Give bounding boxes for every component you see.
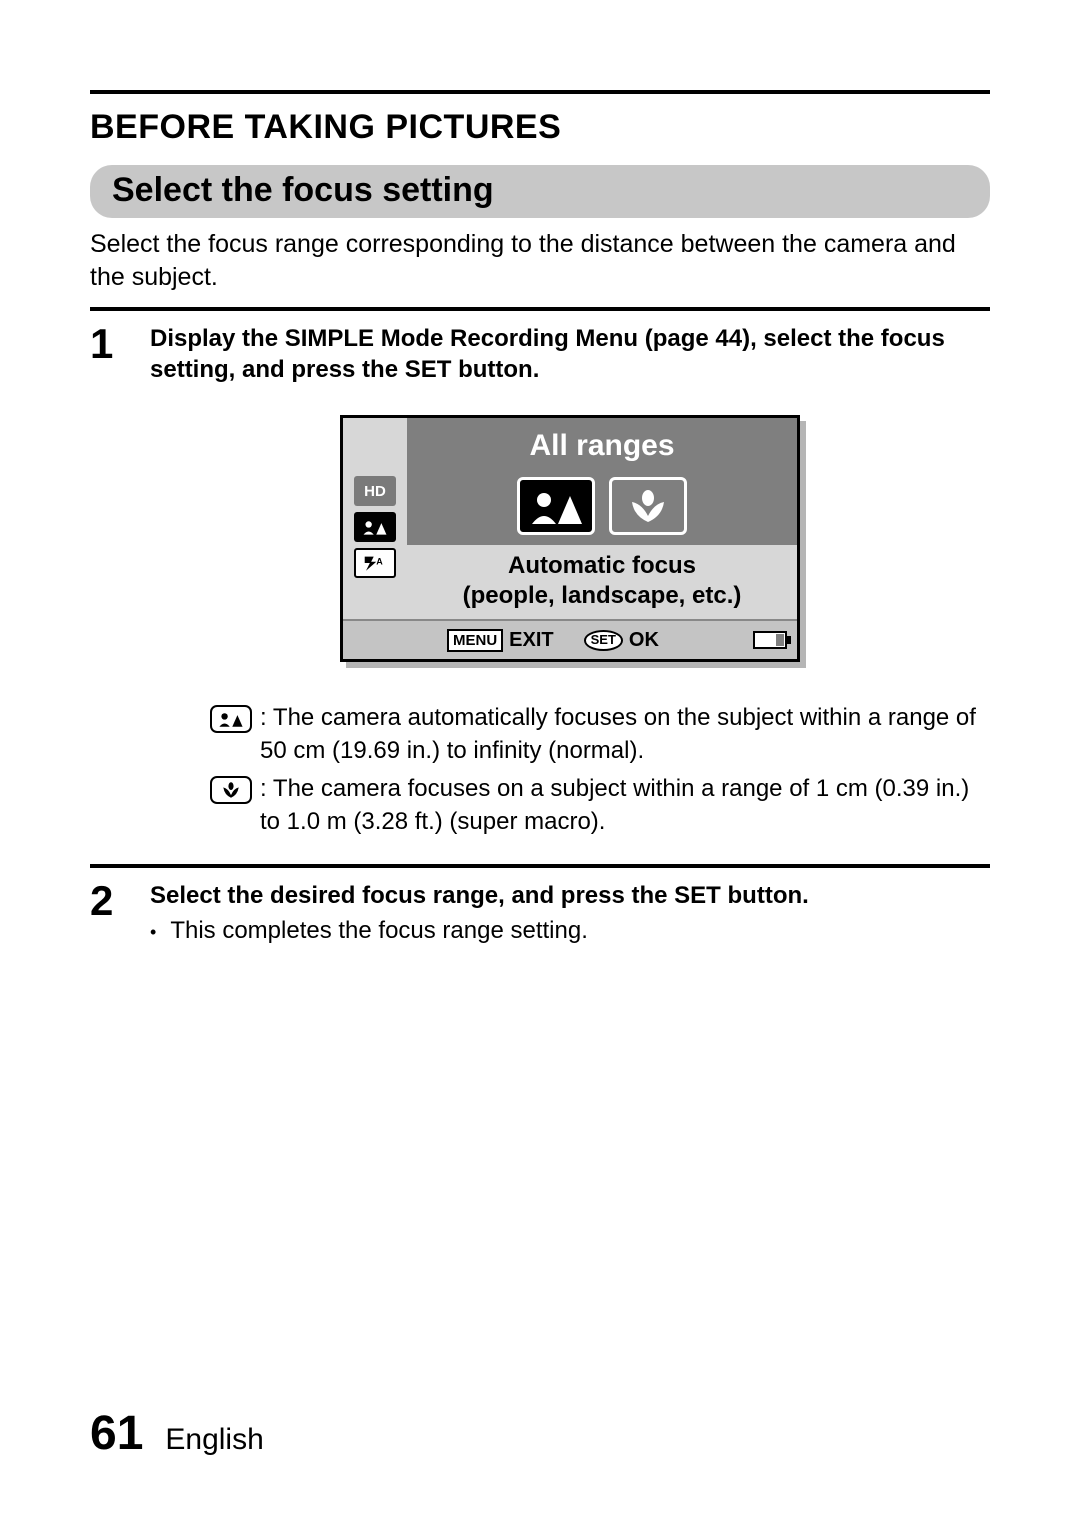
set-icon: SET (584, 630, 623, 651)
menu-exit-label: MENU EXIT (447, 627, 554, 653)
chapter-title: BEFORE TAKING PICTURES (90, 108, 990, 147)
page-language: English (165, 1423, 263, 1457)
step-number: 2 (90, 880, 128, 922)
legend-normal-text: The camera automatically focuses on the … (260, 704, 976, 763)
lcd-bottom-bar: MENU EXIT SET OK (343, 619, 797, 659)
lcd-description: Automatic focus (people, landscape, etc.… (407, 545, 797, 619)
set-ok-label: SET OK (584, 627, 659, 653)
battery-icon (753, 631, 787, 649)
sidebar-flash-icon: A (354, 548, 396, 578)
sidebar-hd-icon: HD (354, 476, 396, 506)
page-footer: 61 English (90, 1406, 990, 1461)
page-number: 61 (90, 1406, 143, 1461)
section-title: Select the focus setting (90, 165, 990, 218)
step-1: 1 Display the SIMPLE Mode Recording Menu… (90, 323, 990, 852)
step-bullet: This completes the focus range setting. (150, 915, 990, 946)
lcd-desc-line1: Automatic focus (411, 551, 793, 581)
exit-text: EXIT (509, 627, 553, 653)
intro-text: Select the focus range corresponding to … (90, 228, 990, 293)
step-2: 2 Select the desired focus range, and pr… (90, 880, 990, 946)
lcd-figure: HD A (340, 415, 800, 662)
svg-text:A: A (376, 557, 383, 567)
sidebar-focus-icon (354, 512, 396, 542)
step-heading: Display the SIMPLE Mode Recording Menu (… (150, 323, 990, 385)
menu-icon: MENU (447, 629, 503, 653)
step-heading: Select the desired focus range, and pres… (150, 880, 990, 911)
lcd-desc-line2: (people, landscape, etc.) (411, 581, 793, 611)
icon-legend: : The camera automatically focuses on th… (210, 702, 990, 838)
rule-after-intro (90, 307, 990, 311)
step-number: 1 (90, 323, 128, 365)
lcd-option-row (407, 471, 797, 545)
legend-normal: : The camera automatically focuses on th… (210, 702, 990, 767)
legend-macro: : The camera focuses on a subject within… (210, 773, 990, 838)
step-bullet-text: This completes the focus range setting. (170, 915, 588, 946)
legend-normal-icon (210, 705, 252, 733)
lcd-title: All ranges (407, 418, 797, 471)
legend-macro-icon (210, 776, 252, 804)
option-normal-icon[interactable] (517, 477, 595, 535)
ok-text: OK (629, 627, 659, 653)
rule-after-step1 (90, 864, 990, 868)
option-macro-icon[interactable] (609, 477, 687, 535)
rule-top (90, 90, 990, 94)
lcd-sidebar: HD A (343, 418, 407, 619)
legend-macro-text: The camera focuses on a subject within a… (260, 775, 969, 834)
